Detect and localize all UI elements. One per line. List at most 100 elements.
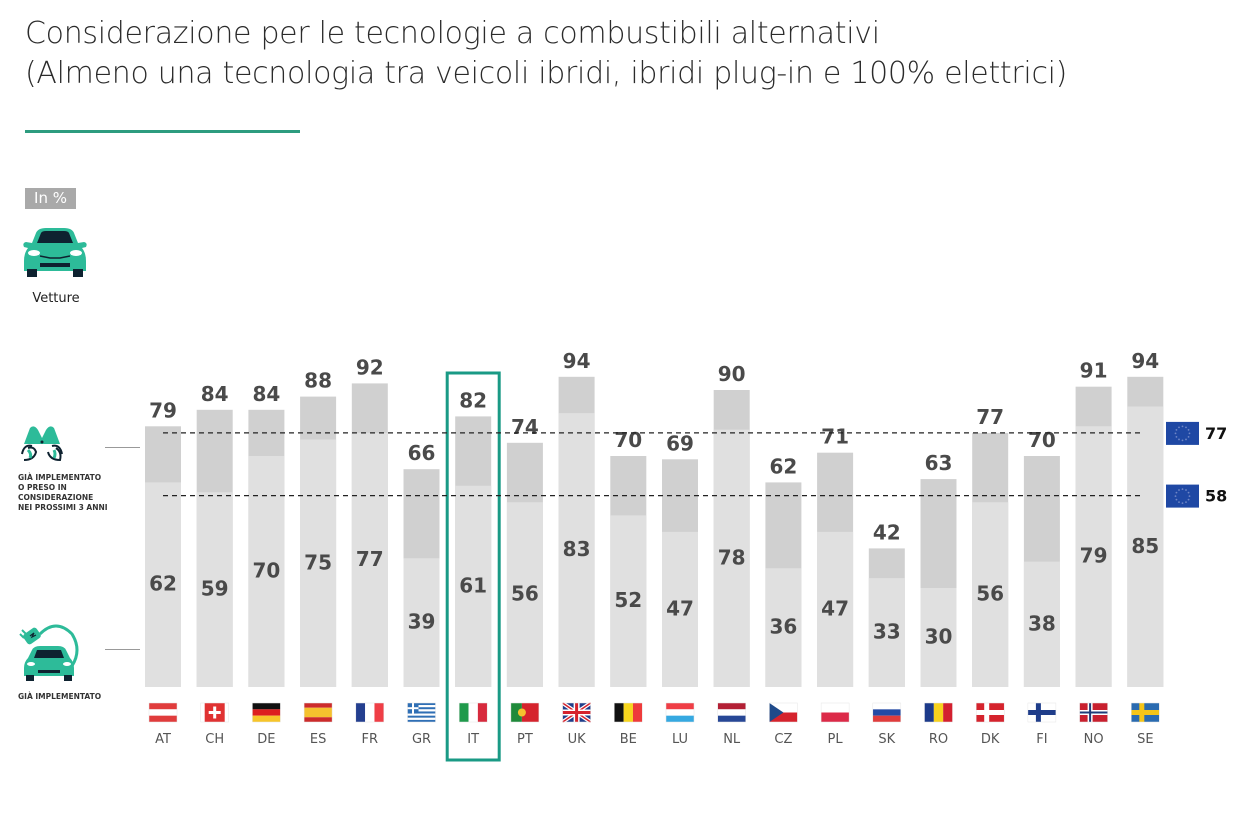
flag-stripe — [872, 715, 901, 722]
flag-stripe — [365, 703, 375, 722]
bar-group-es: 88 75 ES — [300, 369, 337, 747]
flag-border — [614, 702, 643, 723]
bar-implemented — [1023, 561, 1060, 687]
flag-border — [510, 702, 540, 723]
bar-implemented — [506, 502, 543, 687]
flag-stripe — [933, 703, 944, 722]
bar-implemented — [455, 485, 492, 687]
data-label-considered: 74 — [511, 415, 539, 439]
legend-pointer-line — [105, 447, 140, 448]
flag-stripe — [407, 707, 436, 710]
flag-stripe — [149, 703, 177, 710]
eu-flag-star — [1178, 438, 1180, 441]
eu-flag-star — [1187, 498, 1190, 501]
data-label-considered: 63 — [925, 451, 953, 475]
unit-badge: In % — [25, 188, 76, 209]
flag-border — [924, 702, 953, 723]
flag-stripe — [304, 707, 333, 718]
bar-implemented — [300, 439, 337, 687]
data-label-implemented: 47 — [821, 596, 849, 620]
bar-group-gr: 66 39 GR — [403, 441, 440, 747]
data-label-implemented: 85 — [1131, 534, 1159, 558]
segment-label: Vetture — [32, 291, 80, 306]
flag-stripe — [477, 703, 488, 722]
flag-emblem — [517, 708, 526, 717]
bar-group-nl: 90 78 NL — [713, 362, 750, 747]
flag-border — [769, 702, 798, 723]
eu-flag-star — [1175, 491, 1178, 494]
flag-stripe — [717, 715, 746, 722]
data-label-considered: 90 — [718, 362, 746, 386]
bar-group-no: 91 79 NO — [1075, 359, 1112, 747]
flag-cross — [213, 706, 217, 719]
data-label-considered: 71 — [821, 425, 849, 449]
flag-stripe — [769, 703, 798, 713]
bar-group-cz: 62 36 CZ — [765, 454, 802, 747]
bar-group-dk: 77 56 DK — [972, 405, 1009, 747]
eu-flag-star — [1175, 498, 1178, 501]
chart-title: Considerazione per le tecnologie a combu… — [25, 14, 1067, 94]
flag-stripe — [355, 703, 366, 722]
bar-group-ro: 63 30 RO — [920, 451, 957, 747]
country-label: AT — [155, 732, 171, 747]
data-label-considered: 62 — [769, 454, 797, 478]
bar-group-sk: 42 33 SK — [868, 520, 905, 747]
flag-stripe — [149, 715, 177, 722]
country-label: ES — [310, 732, 326, 747]
country-label: BE — [620, 732, 637, 747]
flag-stripe — [407, 703, 436, 706]
data-label-implemented: 83 — [563, 537, 591, 561]
country-label: CZ — [774, 732, 792, 747]
flag-border — [200, 702, 229, 723]
flag-border — [252, 702, 281, 723]
legend-label-implemented: GIÀ IMPLEMENTATO — [18, 692, 102, 701]
country-label: CH — [205, 732, 224, 747]
binoculars-icon — [18, 424, 66, 468]
flag-stripe — [304, 703, 333, 708]
eu-flag-star — [1185, 438, 1187, 441]
country-label: PL — [828, 732, 844, 747]
country-label: FI — [1036, 732, 1047, 747]
flag-cross — [1131, 710, 1160, 715]
title-line-1: Considerazione per le tecnologie a combu… — [25, 16, 880, 51]
flag-stripe — [510, 703, 522, 722]
data-label-considered: 77 — [976, 405, 1004, 429]
eu-flag-star — [1181, 488, 1184, 490]
flag-stripe — [468, 703, 478, 722]
bar-group-at: 79 62 AT — [145, 398, 181, 747]
data-label-considered: 70 — [1028, 428, 1056, 452]
eu-flag-star — [1181, 425, 1184, 428]
data-label-considered: 82 — [459, 388, 487, 412]
bar-implemented — [351, 432, 388, 687]
bar-implemented — [610, 515, 647, 687]
data-label-considered: 66 — [408, 441, 436, 465]
flag-border — [148, 702, 178, 723]
flag-cross — [976, 710, 1005, 715]
flag-border — [355, 702, 385, 723]
data-label-implemented: 70 — [252, 559, 280, 583]
data-label-implemented: 47 — [666, 596, 694, 620]
flag-stripe — [614, 703, 624, 722]
country-label: SE — [1137, 732, 1153, 747]
country-label: PT — [517, 732, 533, 747]
flag-stripe — [666, 709, 694, 716]
data-label-implemented: 56 — [511, 582, 539, 606]
data-label-considered: 88 — [304, 369, 332, 393]
flag-stripe — [407, 717, 436, 720]
data-label-considered: 84 — [201, 382, 229, 406]
eu-flag-star — [1175, 436, 1178, 438]
eu-average-value: 58 — [1205, 487, 1227, 506]
flag-border — [303, 702, 333, 723]
bar-group-pt: 74 56 PT — [506, 415, 543, 747]
eu-flag-star — [1187, 491, 1190, 494]
country-label: RO — [929, 732, 948, 747]
bar-implemented — [662, 531, 698, 687]
country-label: NL — [723, 732, 741, 747]
eu-flag-star — [1185, 501, 1187, 504]
eu-flag-star — [1178, 489, 1180, 491]
data-label-considered: 94 — [1131, 349, 1159, 373]
flag-stripe — [821, 703, 850, 713]
legend-label-considered: GIÀ IMPLEMENTATO O PRESO IN CONSIDERAZIO… — [18, 473, 108, 512]
flag-stripe — [252, 715, 281, 722]
flag-stripe — [407, 711, 436, 714]
